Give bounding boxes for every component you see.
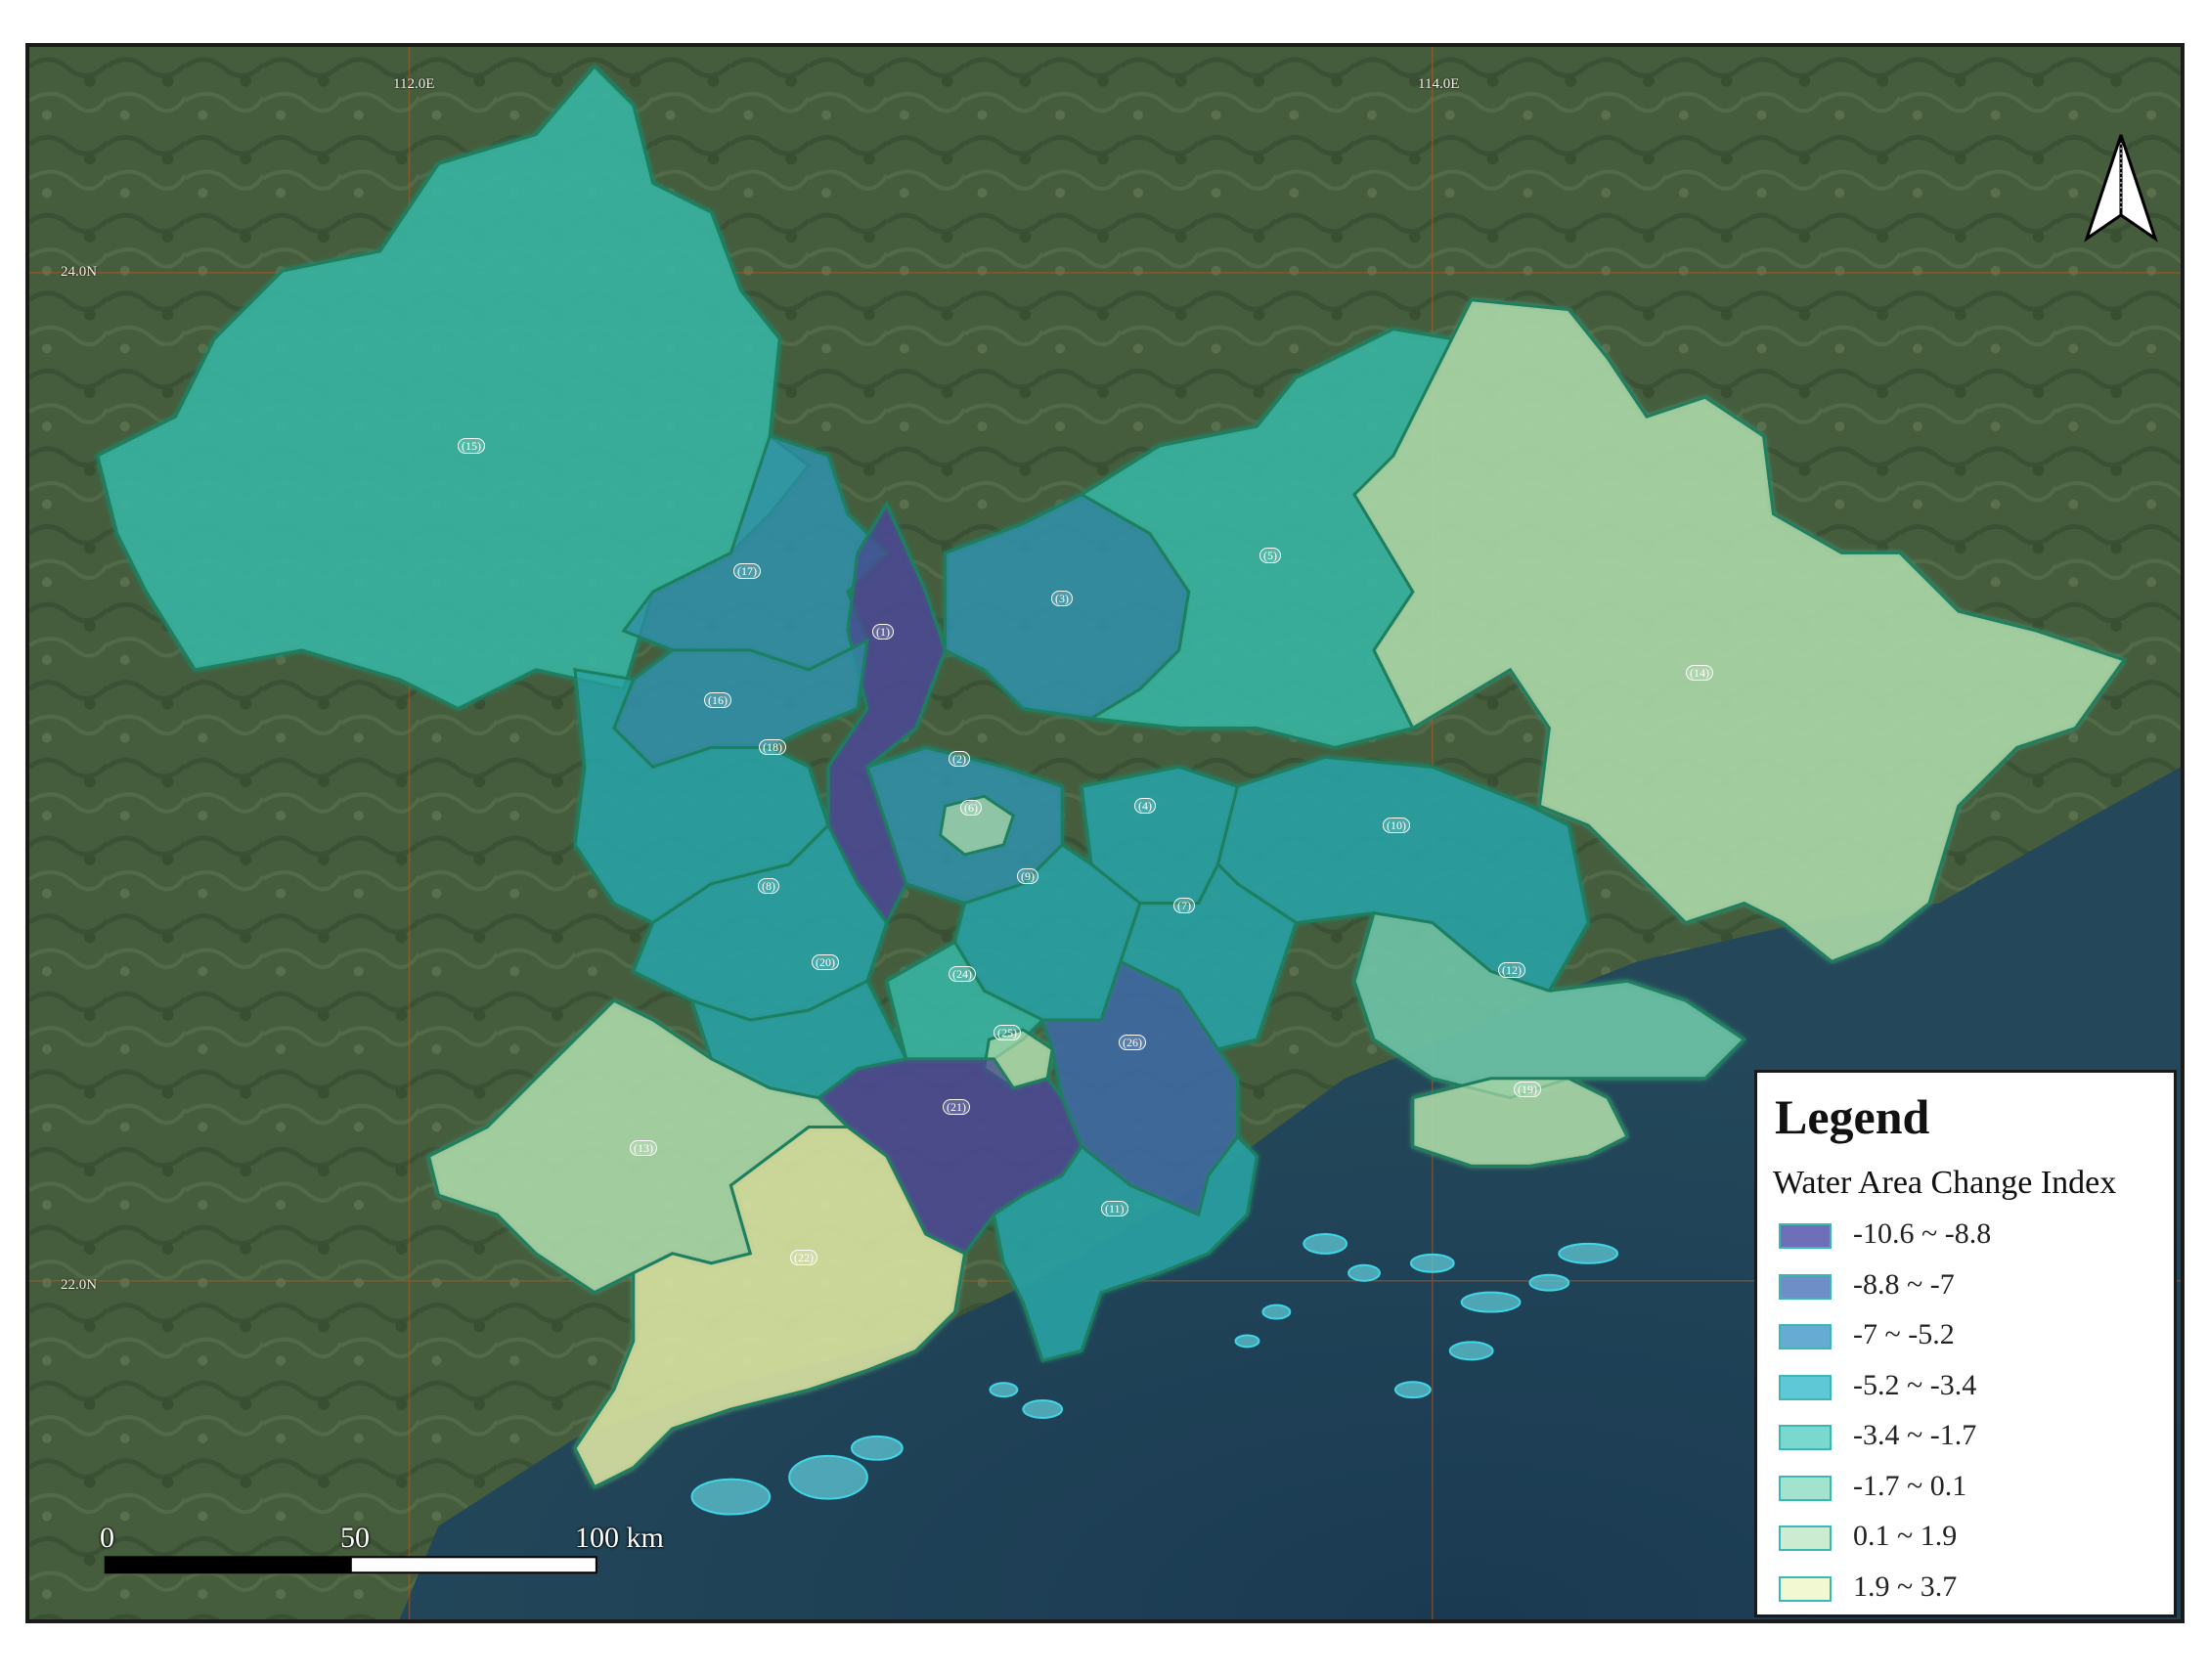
latitude-label-24: 24.0N: [61, 264, 98, 280]
longitude-label-112: 112.0E: [393, 76, 435, 92]
legend-item: -3.4 ~ -1.7: [1779, 1419, 2150, 1456]
legend-swatch: [1779, 1273, 1832, 1300]
legend-item-label: -3.4 ~ -1.7: [1853, 1419, 1977, 1451]
map-canvas[interactable]: [29, 47, 2181, 1619]
legend-item-label: -10.6 ~ -8.8: [1853, 1217, 1992, 1250]
region-label: (12): [1498, 962, 1525, 978]
latitude-label-22: 22.0N: [61, 1277, 98, 1293]
legend-swatch: [1779, 1425, 1832, 1450]
region-label: (11): [1101, 1201, 1128, 1216]
legend-item: 0.1 ~ 1.9: [1779, 1520, 2150, 1557]
region-label: (14): [1686, 665, 1713, 681]
region-label: (6): [960, 800, 982, 816]
legend-item-label: 1.9 ~ 3.7: [1853, 1569, 1958, 1603]
region-15[interactable]: [96, 64, 812, 711]
scale-label-0: 0: [100, 1522, 114, 1554]
legend-swatch: [1779, 1475, 1832, 1501]
legend-panel: Legend Water Area Change Index -10.6 ~ -…: [1754, 1070, 2177, 1617]
scale-label-100km: 100 km: [575, 1522, 664, 1554]
legend-item: -10.6 ~ -8.8: [1779, 1217, 2150, 1255]
region-label: (1): [872, 624, 894, 640]
region-label: (2): [949, 751, 970, 767]
region-label: (24): [949, 966, 976, 982]
region-14[interactable]: [1352, 298, 2127, 964]
legend-item-label: -5.2 ~ -3.4: [1853, 1368, 1977, 1401]
region-label: (18): [759, 739, 786, 755]
region-8[interactable]: [631, 822, 889, 1022]
legend-swatch: [1779, 1374, 1832, 1400]
legend-item: -5.2 ~ -3.4: [1779, 1368, 2150, 1406]
legend-item-label: 0.1 ~ 1.9: [1853, 1520, 1958, 1552]
map-frame[interactable]: (15) (17) (1) (3) (5) (14) (16) (18) (2) (8) (4) (9…: [25, 43, 2185, 1623]
legend-item: -7 ~ -5.2: [1779, 1318, 2150, 1355]
legend-swatch: [1779, 1575, 1832, 1602]
region-label: (8): [758, 878, 779, 894]
region-label: (20): [812, 954, 839, 970]
region-label: (25): [994, 1025, 1021, 1040]
scale-bar: [104, 1556, 597, 1574]
legend-item-label: -8.8 ~ -7: [1853, 1267, 1955, 1301]
region-label: (5): [1259, 548, 1281, 563]
legend-swatch: [1779, 1525, 1832, 1551]
region-label: (4): [1134, 798, 1156, 814]
region-label: (9): [1017, 868, 1038, 884]
region-label: (3): [1051, 591, 1073, 606]
region-6[interactable]: [938, 794, 1016, 857]
region-label: (7): [1173, 898, 1195, 913]
regions-layer: [96, 64, 2127, 1489]
legend-item: -1.7 ~ 0.1: [1779, 1469, 2150, 1507]
region-label: (21): [943, 1099, 970, 1115]
legend-subtitle: Water Area Change Index: [1773, 1165, 2117, 1201]
legend-swatch: [1779, 1223, 1832, 1249]
legend-item-label: -1.7 ~ 0.1: [1853, 1469, 1967, 1502]
region-label: (17): [733, 563, 761, 579]
legend-title: Legend: [1775, 1089, 1930, 1144]
region-11[interactable]: [992, 1134, 1259, 1363]
region-19[interactable]: [1411, 1077, 1630, 1168]
region-label: (13): [630, 1140, 657, 1156]
region-22[interactable]: [573, 1126, 967, 1489]
region-label: (26): [1119, 1035, 1146, 1050]
scale-label-50: 50: [340, 1522, 370, 1554]
legend-swatch: [1779, 1324, 1832, 1349]
north-arrow-icon: [2084, 134, 2158, 243]
legend-item: 1.9 ~ 3.7: [1779, 1569, 2150, 1608]
longitude-label-114: 114.0E: [1418, 76, 1460, 92]
legend-item-label: -7 ~ -5.2: [1853, 1318, 1955, 1350]
sea-area: [399, 767, 2181, 1619]
region-label: (22): [790, 1250, 817, 1265]
legend-item: -8.8 ~ -7: [1779, 1267, 2150, 1305]
region-label: (15): [458, 438, 485, 454]
region-label: (16): [704, 692, 731, 708]
islands: [690, 1232, 1619, 1516]
region-label: (10): [1383, 818, 1410, 833]
region-label: (19): [1514, 1082, 1541, 1097]
